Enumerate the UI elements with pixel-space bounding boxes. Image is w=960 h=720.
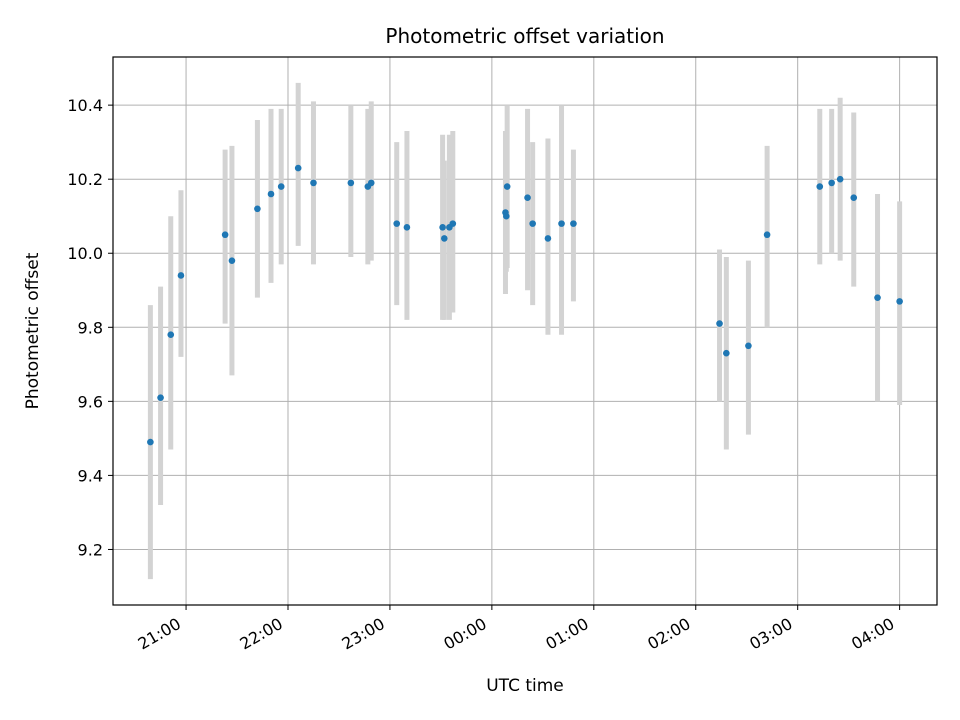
- x-tick-label: 03:00: [746, 614, 795, 654]
- x-tick-label: 01:00: [542, 614, 591, 654]
- data-point: [558, 220, 565, 227]
- y-tick-label: 9.4: [78, 466, 103, 485]
- y-tick-label: 9.6: [78, 392, 103, 411]
- data-point: [254, 205, 261, 213]
- data-point: [816, 183, 824, 190]
- x-tick-label: 02:00: [644, 614, 693, 654]
- y-tick-label: 10.2: [67, 170, 103, 189]
- x-axis-title: UTC time: [486, 676, 564, 696]
- data-point: [503, 183, 511, 190]
- data-point: [221, 231, 229, 239]
- data-point: [440, 235, 448, 242]
- chart-title: Photometric offset variation: [385, 24, 664, 48]
- data-point: [439, 224, 446, 231]
- x-tick-label: 00:00: [440, 614, 489, 654]
- data-point: [267, 190, 275, 198]
- data-point: [294, 164, 302, 172]
- data-point: [524, 194, 531, 202]
- data-point: [367, 179, 375, 187]
- data-point: [503, 212, 510, 220]
- data-point: [403, 224, 411, 231]
- y-axis: 9.2 9.4 9.6 9.8 10.0 10.2 10.4: [67, 96, 113, 559]
- errorbar-layer: [147, 82, 903, 580]
- data-point: [544, 235, 552, 242]
- y-tick-label: 9.8: [78, 318, 103, 337]
- data-point: [347, 179, 355, 187]
- y-tick-label: 10.0: [67, 244, 103, 263]
- data-point: [723, 349, 730, 357]
- data-point: [850, 194, 858, 202]
- x-axis: 21:00 22:00 23:00 00:00 01:00 02:00 03:00 04:00: [135, 605, 901, 654]
- data-point: [147, 438, 154, 446]
- y-tick-label: 9.2: [78, 540, 103, 559]
- data-point: [177, 272, 185, 279]
- data-point: [570, 220, 577, 227]
- plot-frame: [112, 56, 938, 606]
- data-point: [716, 320, 723, 327]
- data-point: [836, 175, 844, 183]
- data-point: [449, 220, 457, 227]
- data-point: [828, 179, 835, 187]
- data-point: [167, 331, 175, 339]
- point-layer: [147, 164, 903, 446]
- data-point: [277, 183, 285, 190]
- x-tick-label: 04:00: [848, 614, 897, 654]
- x-tick-label: 23:00: [339, 614, 388, 654]
- data-point: [228, 257, 236, 264]
- data-point: [310, 179, 317, 187]
- data-point: [763, 231, 771, 239]
- y-axis-title: Photometric offset: [23, 252, 43, 409]
- data-point: [874, 294, 881, 301]
- grid-layer: [113, 57, 937, 605]
- data-point: [745, 342, 752, 350]
- data-point: [529, 220, 536, 227]
- data-point: [157, 394, 164, 401]
- y-tick-label: 10.4: [67, 96, 103, 115]
- x-tick-label: 22:00: [237, 614, 286, 654]
- data-point: [896, 298, 903, 305]
- data-point: [393, 220, 401, 227]
- x-tick-label: 21:00: [135, 614, 184, 654]
